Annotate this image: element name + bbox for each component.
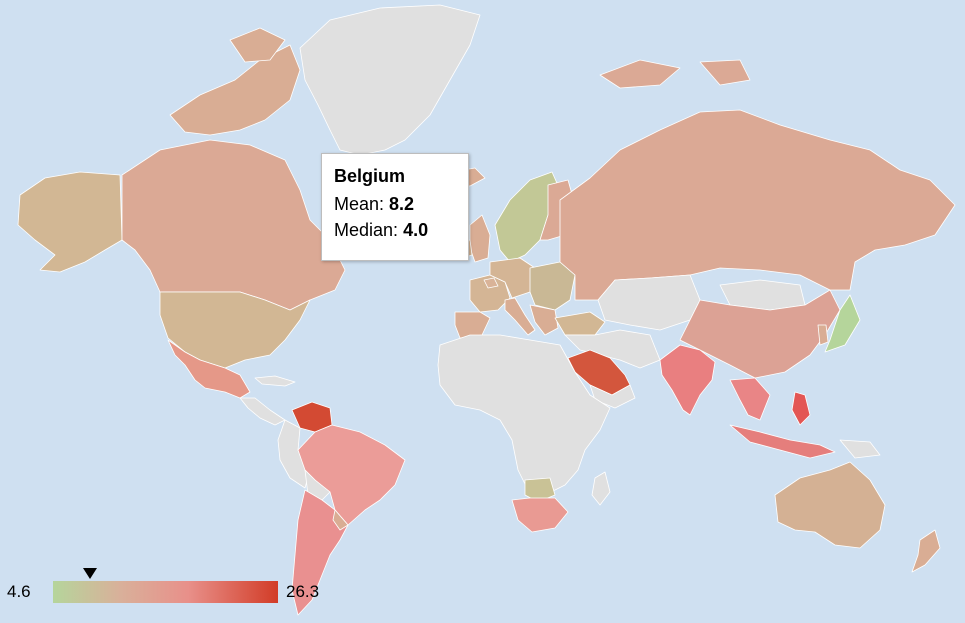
country-turkey[interactable]: [554, 311, 606, 336]
country-belgium[interactable]: [483, 277, 499, 289]
country-south-africa[interactable]: [511, 497, 569, 533]
tooltip-median-row: Median: 4.0: [334, 220, 456, 241]
country-indonesia[interactable]: [729, 424, 836, 459]
country-uruguay[interactable]: [332, 509, 349, 531]
country-usa-alaska[interactable]: [17, 171, 123, 273]
country-new-guinea[interactable]: [839, 439, 881, 459]
country-japan[interactable]: [824, 294, 861, 353]
legend-color-bar: [53, 581, 278, 603]
country-uk[interactable]: [469, 214, 491, 263]
tooltip-mean-value: 8.2: [389, 194, 415, 214]
country-india[interactable]: [659, 344, 716, 416]
tooltip-median-value: 4.0: [403, 220, 429, 240]
country-new-zealand[interactable]: [911, 529, 941, 573]
legend-min-label: 4.6: [7, 582, 31, 601]
country-italy[interactable]: [504, 297, 536, 336]
country-central-america[interactable]: [239, 397, 286, 426]
country-philippines[interactable]: [791, 391, 811, 426]
legend-max-label: 26.3: [286, 582, 320, 601]
country-australia[interactable]: [774, 461, 886, 549]
country-canada[interactable]: [121, 139, 346, 311]
country-greece-balkans[interactable]: [529, 304, 559, 336]
country-canada-islands[interactable]: [169, 44, 301, 136]
country-tooltip: Belgium Mean: 8.2 Median: 4.0: [321, 153, 469, 261]
country-korea[interactable]: [817, 324, 829, 346]
country-cuba[interactable]: [254, 375, 296, 387]
country-kazakhstan[interactable]: [597, 274, 701, 331]
country-germany-central[interactable]: [489, 257, 536, 299]
country-russia[interactable]: [559, 109, 956, 301]
tooltip-median-label: Median:: [334, 220, 399, 240]
country-colombia-peru[interactable]: [277, 419, 311, 489]
tooltip-mean-label: Mean:: [334, 194, 385, 214]
country-madagascar[interactable]: [591, 471, 611, 506]
country-russia-islands-2[interactable]: [699, 59, 751, 86]
country-bolivia[interactable]: [304, 469, 331, 501]
legend-marker-icon: [83, 568, 98, 579]
country-southeast-asia[interactable]: [729, 377, 771, 421]
tooltip-country-name: Belgium: [334, 166, 406, 186]
tooltip-mean-row: Mean: 8.2: [334, 194, 456, 215]
country-spain-portugal[interactable]: [454, 311, 491, 339]
country-greenland[interactable]: [299, 4, 481, 156]
country-russia-islands[interactable]: [599, 59, 681, 89]
country-canada-islands-2[interactable]: [229, 27, 286, 63]
country-usa[interactable]: [159, 291, 311, 369]
country-africa[interactable]: [437, 334, 611, 496]
